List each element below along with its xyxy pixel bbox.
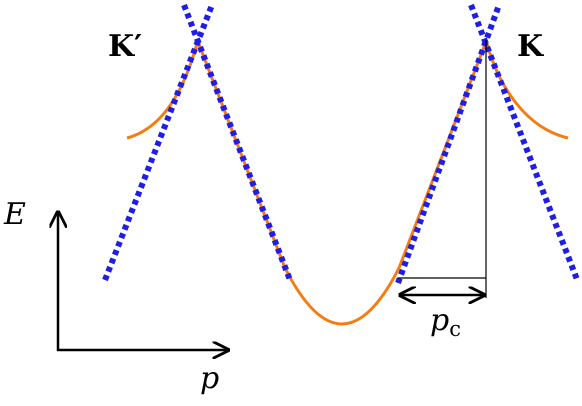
pc-base: p — [430, 303, 449, 338]
pc-label: pc — [430, 303, 461, 341]
k-prime-label: K′ — [108, 29, 142, 64]
k-label: K — [517, 29, 544, 64]
cone-line — [395, 3, 502, 285]
dirac-cones — [102, 3, 581, 285]
momentum-label: p — [200, 361, 219, 396]
energy-label: E — [3, 197, 26, 232]
pc-subscript: c — [449, 317, 461, 341]
cone-line — [468, 3, 581, 284]
cone-line — [102, 3, 215, 282]
cone-line — [181, 3, 293, 282]
